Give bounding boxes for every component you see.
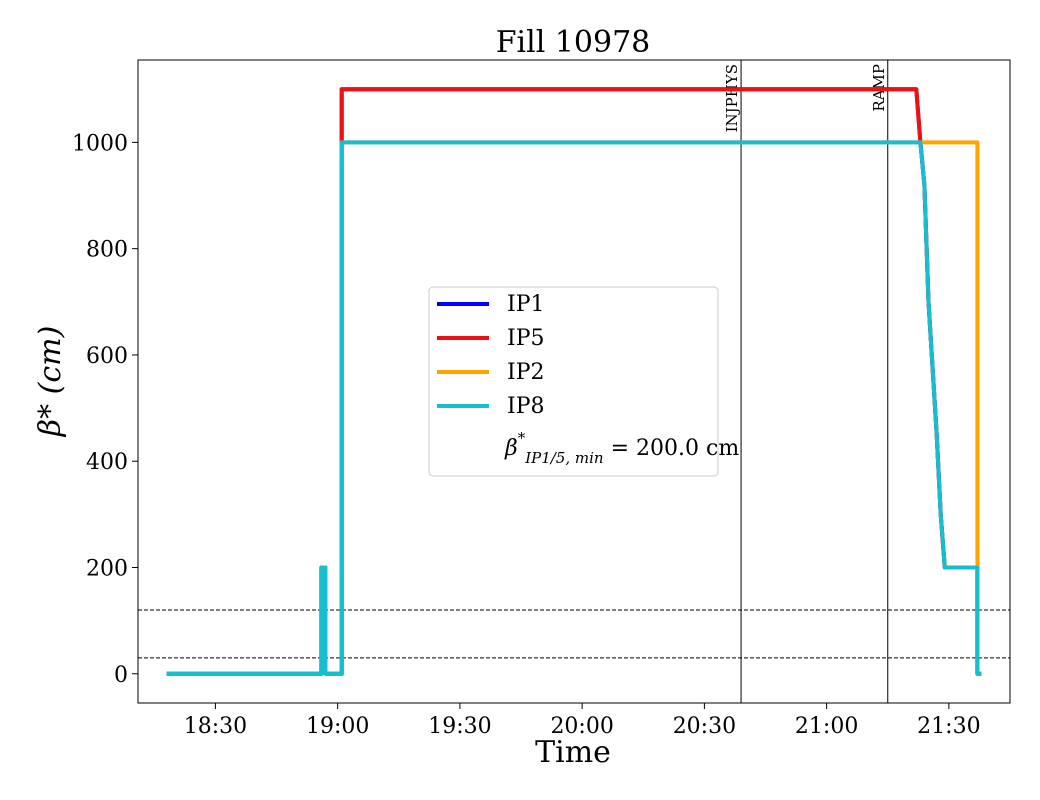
y-axis-label: β* (cm) <box>33 326 68 438</box>
chart-title: Fill 10978 <box>496 25 651 60</box>
y-tick-label: 400 <box>86 450 128 475</box>
x-tick-label: 19:00 <box>306 714 369 739</box>
phase-label: INJPHYS <box>723 64 741 132</box>
legend-label-ip8: IP8 <box>507 394 545 419</box>
legend: IP1 IP5 IP2 IP8 β*IP1/5, min = 200.0 cm <box>428 286 739 477</box>
legend-label-ip5: IP5 <box>507 326 545 351</box>
series-line-ip8 <box>166 140 982 676</box>
legend-box <box>428 286 719 477</box>
x-tick-label: 19:30 <box>428 714 491 739</box>
axes-frame <box>137 59 1011 704</box>
y-tick-label: 200 <box>86 556 128 581</box>
x-axis-label: Time <box>535 735 611 770</box>
y-tick-label: 1000 <box>72 131 128 156</box>
y-tick-label: 800 <box>86 238 128 263</box>
y-tick-label: 600 <box>86 344 128 369</box>
x-tick-label: 18:30 <box>184 714 247 739</box>
legend-label-ip1: IP1 <box>507 292 545 317</box>
y-tick-label: 0 <box>114 663 128 688</box>
x-tick-label: 20:30 <box>673 714 736 739</box>
legend-label-ip2: IP2 <box>507 360 545 385</box>
x-tick-label: 21:00 <box>795 714 858 739</box>
x-tick-label: 21:30 <box>917 714 980 739</box>
x-tick-label: 20:00 <box>550 714 613 739</box>
legend-note: β*IP1/5, min = 200.0 cm <box>504 429 739 467</box>
